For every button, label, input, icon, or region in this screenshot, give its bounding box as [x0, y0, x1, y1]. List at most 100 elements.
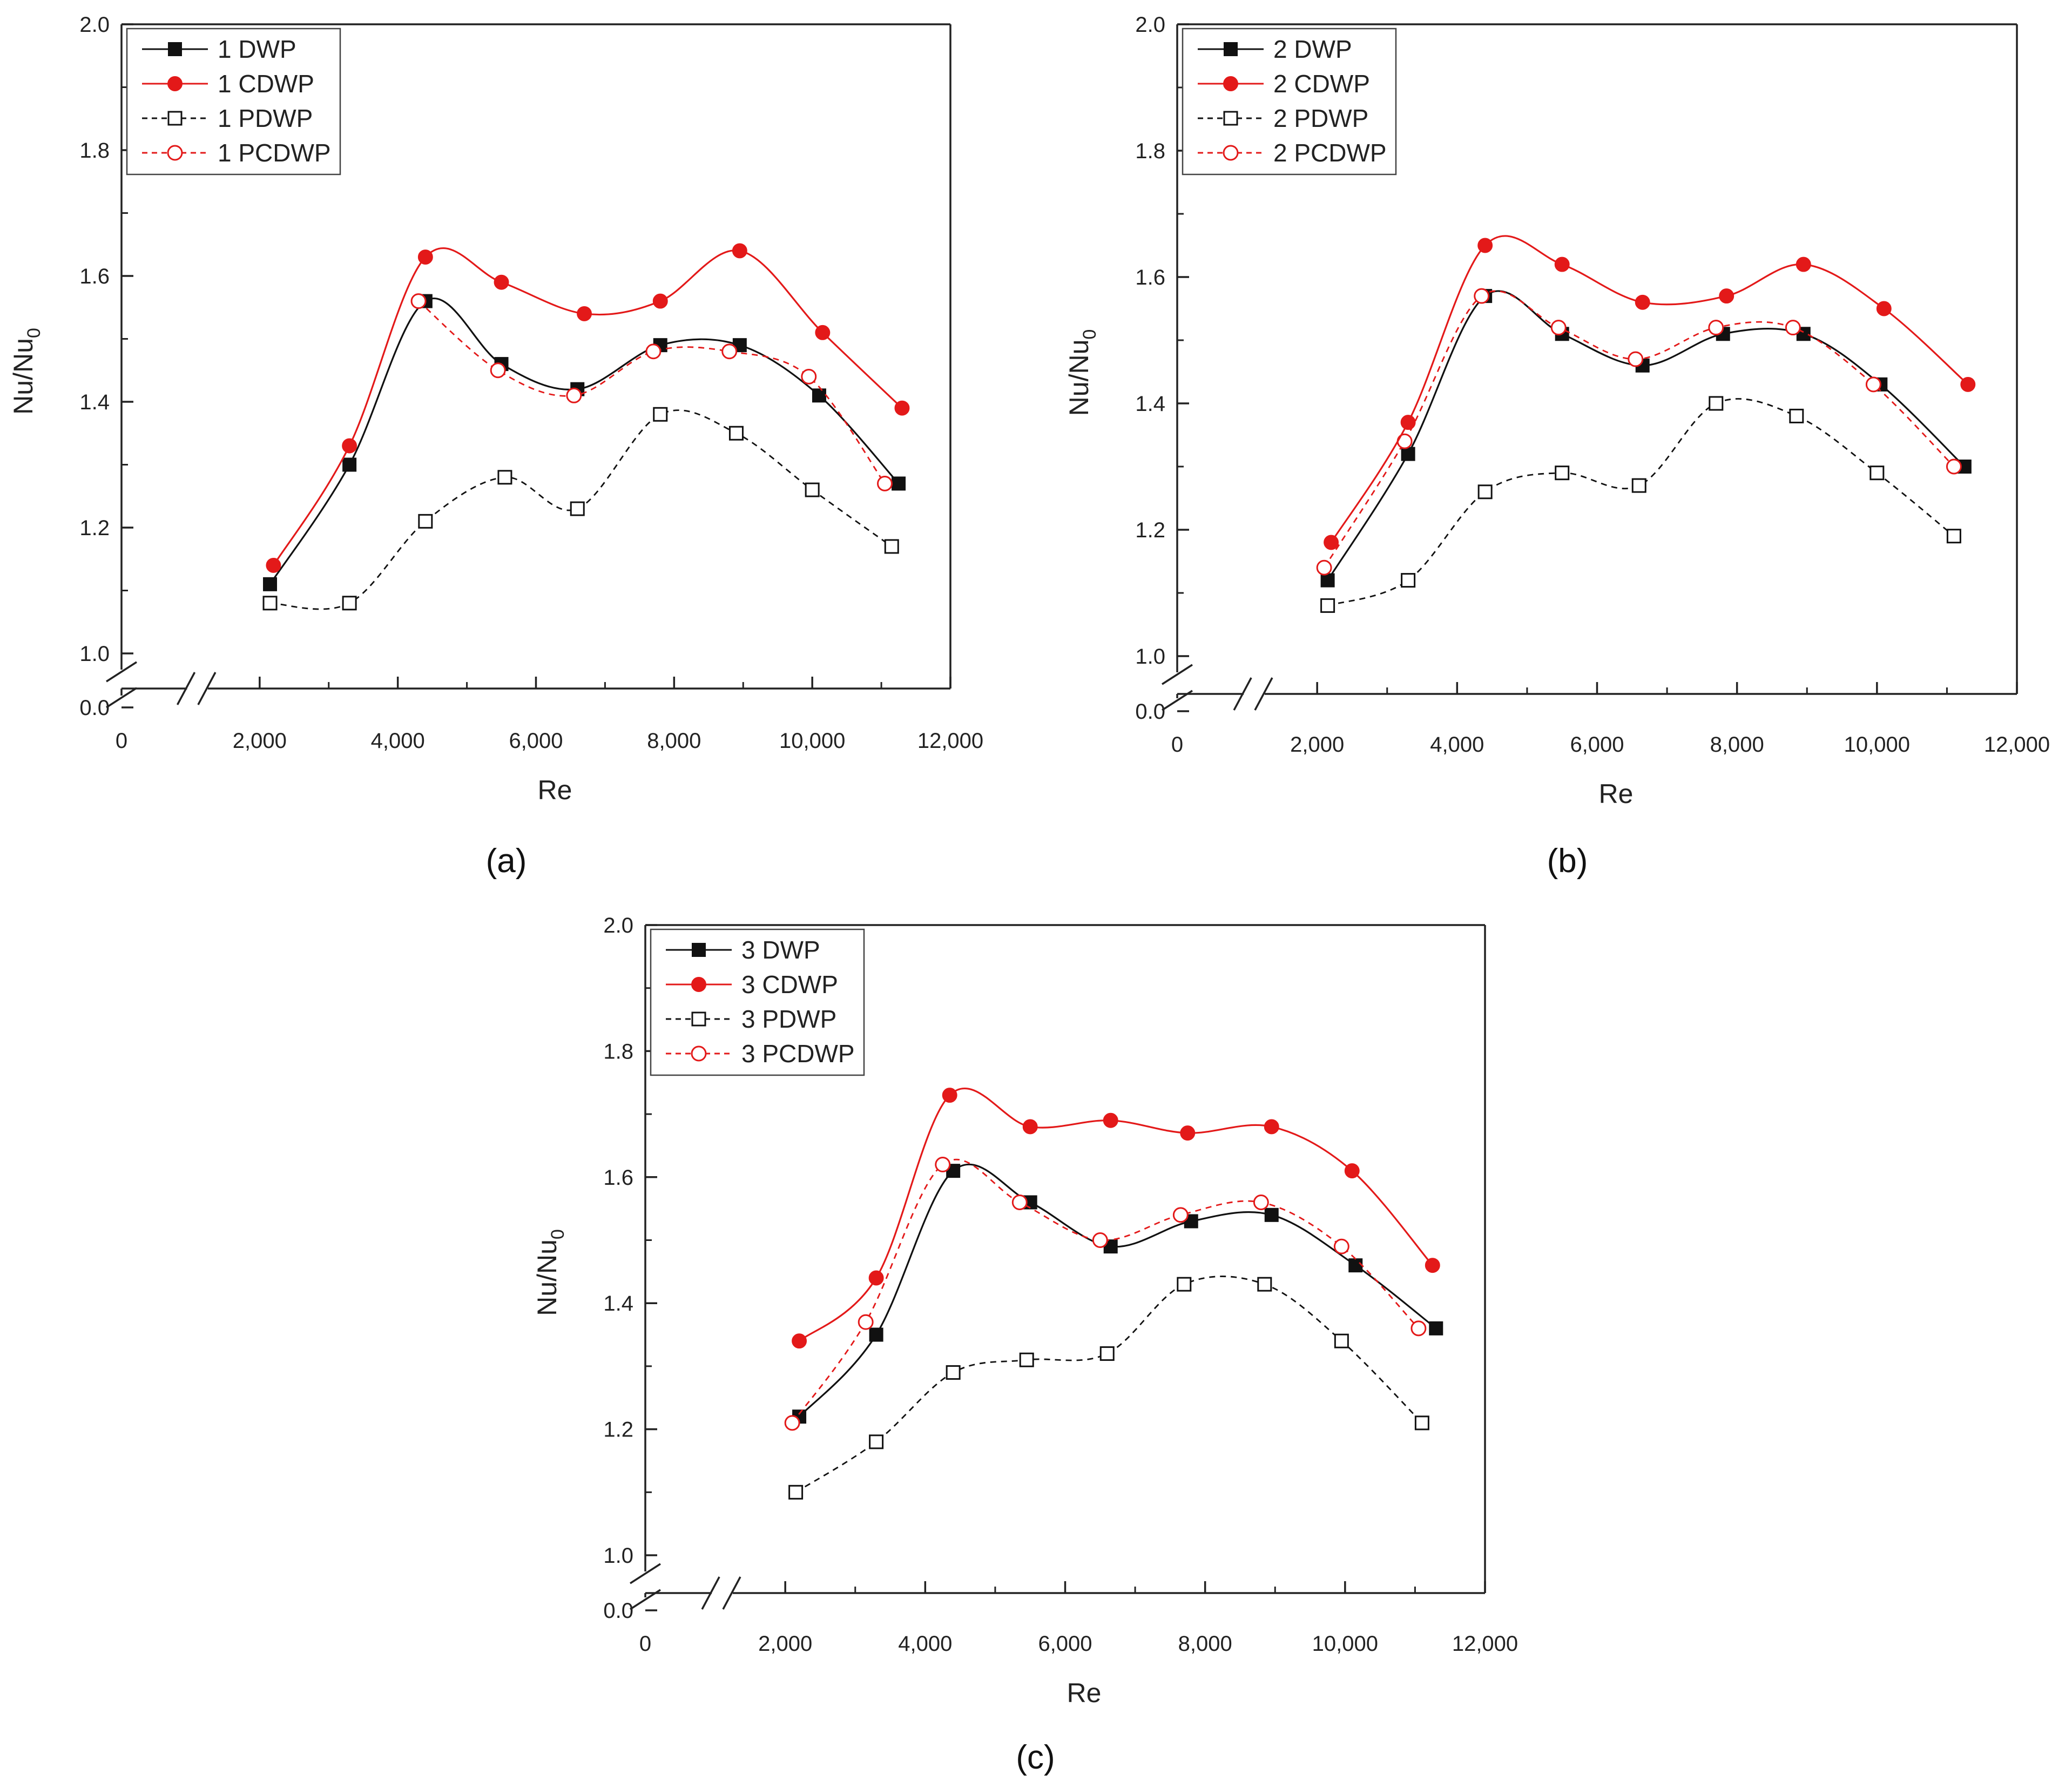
y-axis-break-mark: [630, 1563, 661, 1584]
y-tick-label: 1.4: [79, 390, 110, 414]
data-point: [691, 977, 706, 992]
legend: 2 DWP 2 CDWP 2 PDWP 2 PCDWP: [1182, 28, 1397, 176]
chart-panel-b: 2.01.81.61.41.21.00.00 2,000 4,000 6,000 8,0…: [1064, 13, 2050, 880]
data-point: [1410, 1320, 1427, 1337]
series-line: [1327, 398, 1955, 606]
series-line: [791, 1158, 1419, 1423]
data-point: [577, 306, 592, 321]
data-point: [1177, 1277, 1192, 1292]
y-tick-label: 0.0: [603, 1599, 633, 1623]
legend-entry-label: 2 PCDWP: [1273, 139, 1387, 167]
data-point: [935, 1157, 951, 1172]
data-point: [692, 943, 706, 957]
y-axis-label-main: Nu/Nu: [532, 1239, 562, 1316]
legend-entry-label: 2 CDWP: [1273, 70, 1370, 98]
x-tick-label: 4,000: [371, 729, 425, 753]
panel-label: (a): [486, 842, 527, 880]
data-point: [691, 1011, 706, 1027]
data-point: [570, 501, 585, 516]
legend-entry-label: 3 PCDWP: [741, 1040, 855, 1068]
data-point: [721, 343, 738, 360]
y-tick-label: 1.8: [79, 139, 110, 163]
data-point: [1344, 1163, 1360, 1179]
legend-box: [1182, 28, 1397, 176]
data-point: [1628, 351, 1644, 367]
x-tick-label: 2,000: [233, 729, 287, 753]
x-tick-label: 2,000: [758, 1632, 812, 1656]
data-point: [1709, 396, 1724, 411]
y-tick-label: 2.0: [79, 13, 110, 37]
x-tick-label: 10,000: [1844, 733, 1910, 757]
x-tick-label: 6,000: [509, 729, 563, 753]
y-axis-break-mark: [630, 1589, 661, 1610]
data-point: [167, 145, 183, 161]
series-2-pdwp: [1320, 396, 1961, 613]
y-axis-label-main: Nu/Nu: [1064, 340, 1094, 416]
y-tick-label: 0.0: [1135, 700, 1165, 724]
data-point: [815, 325, 831, 340]
data-point: [1796, 327, 1811, 341]
data-point: [1550, 320, 1567, 336]
data-point: [1429, 1321, 1443, 1335]
series-1-pcdwp: [410, 293, 893, 491]
legend-entry-label: 3 DWP: [741, 936, 820, 964]
y-tick-label: 1.2: [79, 516, 110, 540]
data-point: [266, 557, 281, 573]
data-point: [1022, 1119, 1038, 1135]
legend-entry-label: 2 PDWP: [1273, 104, 1368, 132]
data-point: [732, 243, 747, 259]
legend-entry-label: 2 DWP: [1273, 35, 1352, 63]
data-point: [1869, 465, 1885, 481]
legend-box: [126, 28, 341, 176]
x-tick-label: 12,000: [1984, 733, 2050, 757]
data-point: [1555, 465, 1570, 481]
x-tick-label: 10,000: [779, 729, 845, 753]
legend-entry-label: 1 DWP: [218, 35, 296, 63]
data-point: [1223, 76, 1238, 91]
series-line: [799, 1087, 1434, 1342]
chart-panel-c: 2.01.81.61.41.21.00.00 2,000 4,000 6,000 8,0…: [532, 914, 1518, 1776]
data-point: [788, 1485, 804, 1500]
data-point: [490, 362, 506, 379]
series-line: [1323, 290, 1955, 568]
y-tick-label: 1.6: [603, 1166, 633, 1190]
x-tick-label: 8,000: [1178, 1632, 1232, 1656]
series-2-pcdwp: [1316, 288, 1962, 576]
data-point: [1414, 1415, 1429, 1431]
data-point: [869, 1327, 883, 1342]
x-axis-break-mark: [1254, 677, 1273, 711]
y-axis-break-mark: [106, 687, 137, 709]
data-point: [1184, 1214, 1198, 1229]
series-2-cdwp: [1324, 235, 1976, 550]
data-point: [653, 407, 668, 422]
axes: [630, 924, 1486, 1610]
series-1-pdwp: [262, 407, 899, 611]
data-point: [1876, 301, 1892, 316]
data-point: [497, 470, 512, 485]
data-point: [1334, 1333, 1349, 1348]
y-tick-label: 1.2: [1135, 518, 1165, 542]
series-3-cdwp: [792, 1087, 1440, 1349]
data-point: [1316, 559, 1332, 576]
data-point: [805, 482, 820, 497]
x-tick-label: 6,000: [1570, 733, 1624, 757]
x-tick-label: 4,000: [1430, 733, 1484, 757]
data-point: [946, 1365, 961, 1380]
data-point: [1401, 573, 1416, 588]
y-axis-label-subscript: 0: [1079, 329, 1100, 340]
axes: [106, 23, 951, 709]
series-line: [798, 1163, 1437, 1418]
data-point: [1960, 376, 1976, 392]
y-axis-break-mark: [106, 661, 137, 683]
data-point: [1785, 320, 1801, 336]
data-point: [1324, 535, 1339, 550]
data-point: [877, 475, 893, 491]
panel-label: (c): [1016, 1739, 1055, 1776]
data-point: [342, 596, 357, 611]
data-point: [494, 274, 509, 290]
series-1-dwp: [263, 294, 906, 591]
series-3-dwp: [792, 1163, 1443, 1424]
x-tick-label: 12,000: [1452, 1632, 1518, 1656]
y-axis-label: Nu/Nu0: [1064, 329, 1100, 416]
y-tick-label: 1.4: [1135, 392, 1165, 416]
